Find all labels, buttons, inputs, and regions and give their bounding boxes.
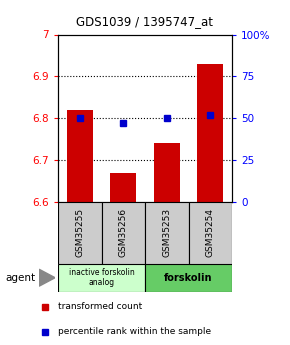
Text: transformed count: transformed count (58, 302, 142, 311)
Polygon shape (39, 269, 55, 286)
Text: percentile rank within the sample: percentile rank within the sample (58, 327, 211, 336)
Text: GSM35253: GSM35253 (162, 208, 171, 257)
Bar (145, 202, 188, 264)
Text: agent: agent (6, 273, 36, 283)
Bar (110, 172, 136, 202)
Bar (58, 202, 102, 264)
Bar (102, 202, 145, 264)
Text: GSM35256: GSM35256 (119, 208, 128, 257)
Bar (197, 64, 223, 202)
Bar (58, 264, 145, 292)
Bar (145, 264, 232, 292)
Bar (188, 202, 232, 264)
Text: GSM35255: GSM35255 (75, 208, 84, 257)
Bar (154, 143, 180, 202)
Text: GDS1039 / 1395747_at: GDS1039 / 1395747_at (77, 16, 213, 29)
Text: forskolin: forskolin (164, 273, 213, 283)
Text: GSM35254: GSM35254 (206, 208, 215, 257)
Bar (67, 110, 93, 202)
Text: inactive forskolin
analog: inactive forskolin analog (69, 268, 134, 287)
